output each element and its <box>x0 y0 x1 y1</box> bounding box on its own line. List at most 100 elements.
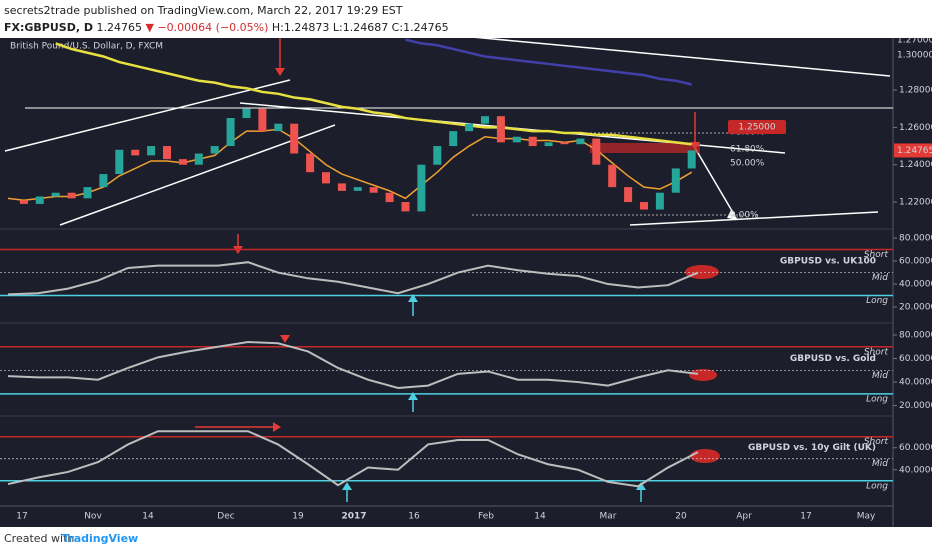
y-tick-label: 40.0000 <box>899 465 932 475</box>
candle <box>83 187 92 199</box>
series-line <box>7 430 699 488</box>
x-tick-label: Apr <box>736 512 752 522</box>
candle <box>67 192 76 199</box>
header: secrets2trade published on TradingView.c… <box>0 0 932 38</box>
level-label: Long <box>866 296 888 306</box>
x-tick-label: 14 <box>142 512 154 522</box>
y-tick-label: 60.0000 <box>899 443 932 453</box>
last: 1.24765 <box>96 21 143 34</box>
cyan-arrow-heads <box>342 294 646 490</box>
series-line <box>7 341 699 389</box>
level-label: Mid <box>872 371 888 381</box>
x-tick-label: 17 <box>16 512 27 522</box>
level-label: Short <box>864 347 889 357</box>
candle <box>655 192 664 210</box>
level-label: Long <box>866 481 888 491</box>
y-tick-label: 60.0000 <box>899 257 932 267</box>
candle <box>512 136 521 143</box>
x-tick-label: 17 <box>800 512 811 522</box>
candle <box>592 138 601 165</box>
candle <box>560 142 569 145</box>
level-label: Mid <box>872 459 888 469</box>
level-label: Long <box>866 394 888 404</box>
pane-title: GBPUSD vs. Gold <box>790 354 876 364</box>
last-price-label: 1.24765 <box>897 146 932 156</box>
y-tick-label: 1.24000 <box>899 160 932 170</box>
candle <box>178 159 187 165</box>
created-with: Created with <box>4 532 75 545</box>
x-tick-label: Mar <box>600 512 617 522</box>
fib-label: 61.80% <box>730 145 765 155</box>
candle <box>242 108 251 119</box>
y-tick-label: 1.27000 <box>897 38 932 46</box>
last-price-box <box>894 143 932 158</box>
y-tick-label: 60.0000 <box>899 354 932 364</box>
candle <box>465 123 474 132</box>
x-tick-label: 19 <box>292 512 304 522</box>
candle <box>544 142 553 147</box>
level-label: Short <box>864 250 889 260</box>
y-tick-label: 20.0000 <box>899 401 932 411</box>
x-tick-label: Nov <box>84 512 102 522</box>
candle <box>624 187 633 203</box>
candle <box>640 202 648 210</box>
candle <box>35 196 44 204</box>
hlc: H:1.24873 L:1.24687 C:1.24765 <box>271 21 449 34</box>
candle <box>449 131 458 147</box>
quote-line: FX:GBPUSD, D 1.24765 ▼ −0.00064 (−0.05%)… <box>4 21 449 34</box>
candle <box>258 108 267 132</box>
candle <box>417 164 426 212</box>
y-tick-label: 40.0000 <box>899 280 932 290</box>
candle <box>496 116 505 143</box>
candle <box>290 123 299 154</box>
pane-title: GBPUSD vs. 10y Gilt (UK) <box>748 443 876 453</box>
chart: 1.28000 1.26000 1.24000 1.22000 British Poun… <box>0 38 932 527</box>
x-tick-label: 16 <box>408 512 420 522</box>
candle <box>115 149 124 175</box>
x-tick-label: Feb <box>478 512 494 522</box>
alert-box <box>728 120 786 134</box>
candle <box>481 116 489 124</box>
y-tick-label: 80.0000 <box>899 331 932 341</box>
candle <box>385 192 394 203</box>
candle <box>210 146 219 154</box>
y-tick-label: 80.0000 <box>899 234 932 244</box>
candle <box>369 187 378 193</box>
candle <box>401 202 410 212</box>
brand: TradingView <box>62 532 139 545</box>
level-label: Mid <box>872 273 888 283</box>
y-tick-label: 1.30000 <box>897 51 932 61</box>
candle <box>687 150 696 169</box>
candle <box>306 153 315 173</box>
x-tick-label: 2017 <box>341 512 366 522</box>
symbol: FX:GBPUSD, D <box>4 21 93 34</box>
y-tick-label: 40.0000 <box>899 378 932 388</box>
y-tick-label: 1.28000 <box>899 86 932 96</box>
alert-label: 1.25000 <box>738 123 775 133</box>
candle <box>163 146 171 160</box>
published-line: secrets2trade published on TradingView.c… <box>4 4 403 17</box>
candle <box>433 146 442 165</box>
candle <box>51 192 60 197</box>
x-tick-label: Dec <box>217 512 234 522</box>
candle <box>353 187 362 191</box>
footer: Created with TradingView <box>0 527 932 550</box>
pane-title: British Pound/U.S. Dollar, D, FXCM <box>10 42 163 52</box>
y-tick-label: 1.26000 <box>899 123 932 133</box>
candle <box>608 164 617 188</box>
candle <box>337 183 346 191</box>
background <box>0 38 932 527</box>
y-tick-label: 1.22000 <box>899 198 932 208</box>
series-line <box>55 42 692 146</box>
series-line <box>7 261 699 296</box>
candle <box>99 174 108 188</box>
resistance-zone <box>590 143 700 153</box>
candle <box>19 200 28 204</box>
series-line <box>405 38 692 86</box>
change: ▼ −0.00064 (−0.05%) <box>145 21 269 34</box>
candle <box>576 138 585 145</box>
candle <box>131 149 140 156</box>
candle <box>194 153 203 165</box>
fib-label: 0.00% <box>730 211 759 221</box>
trend-lines <box>4 38 893 226</box>
